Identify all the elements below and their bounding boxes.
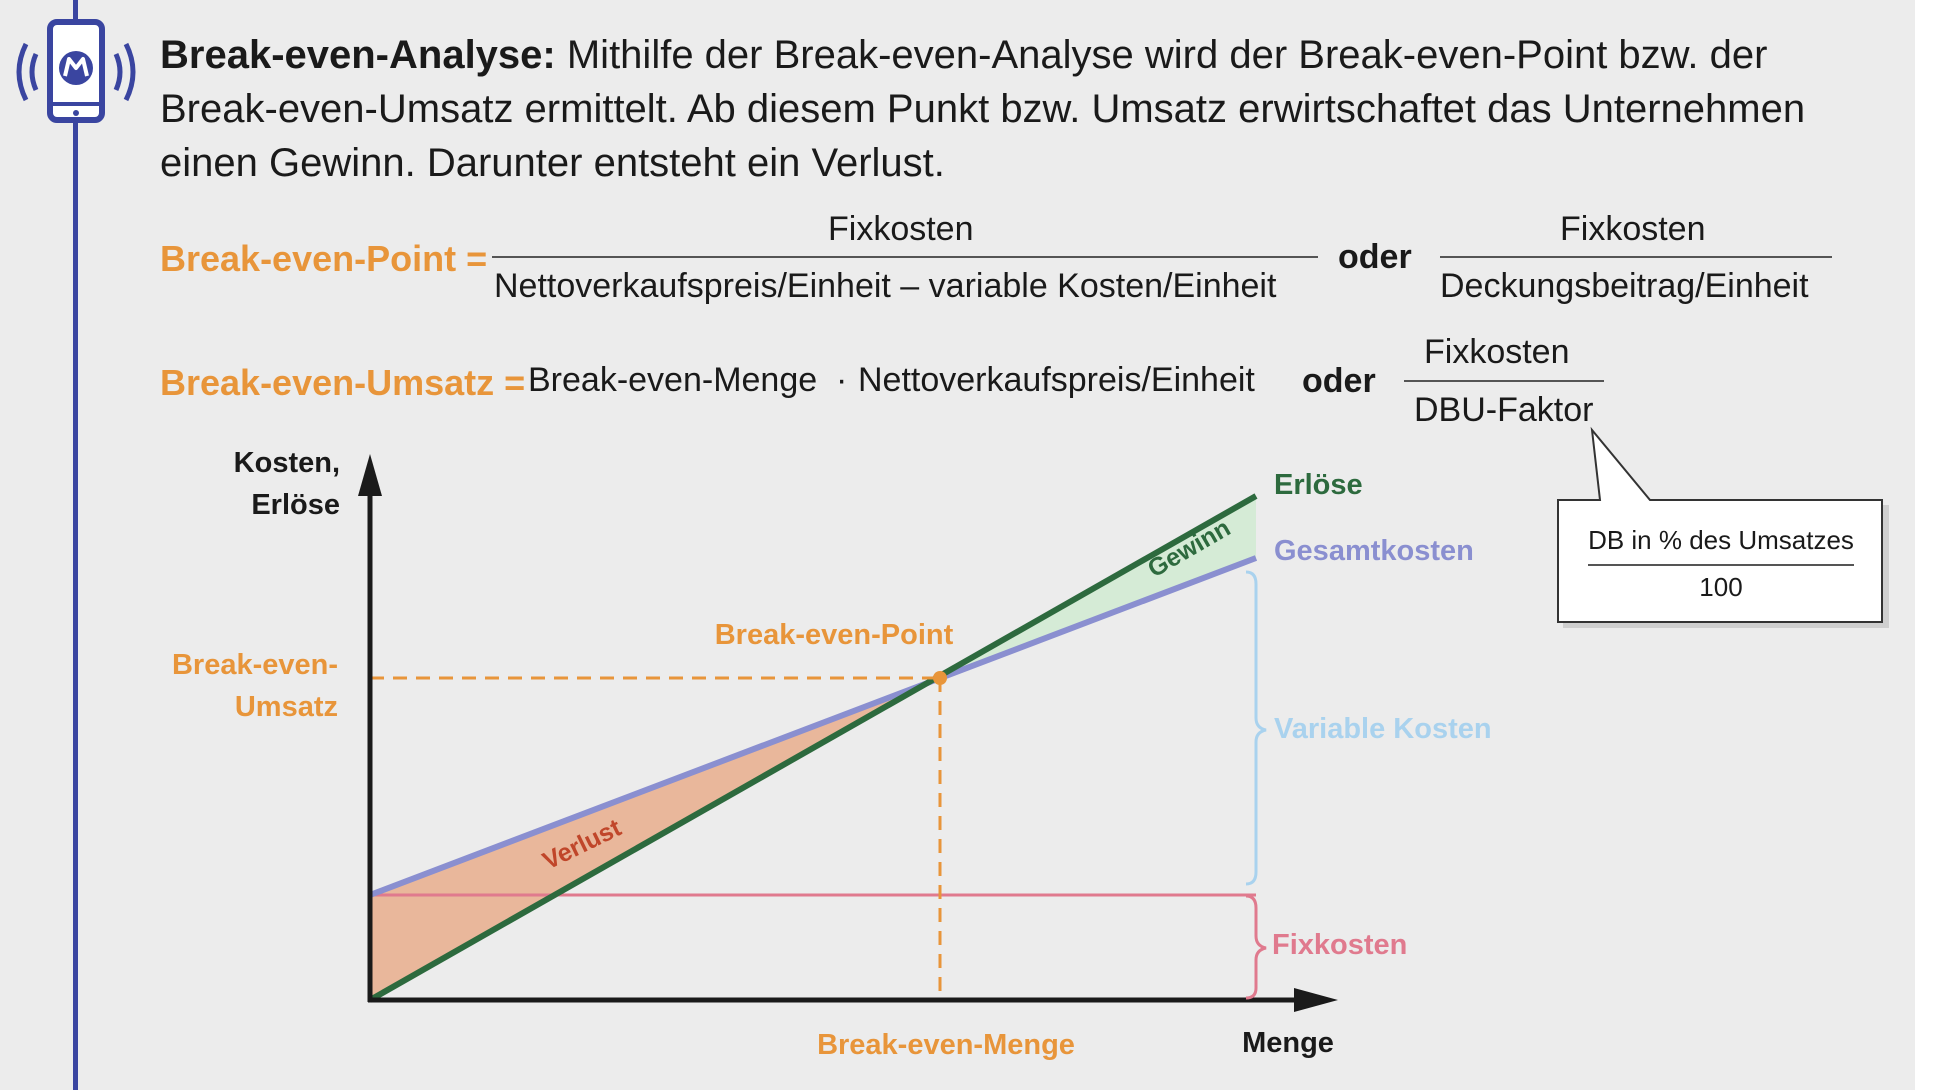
- variable-kosten-brace: [1245, 570, 1267, 886]
- x-axis-label: Menge: [1242, 1027, 1334, 1059]
- intro-text: Mithilfe der Break-even-Analyse wird der…: [160, 33, 1806, 185]
- erloese-label: Erlöse: [1274, 469, 1363, 501]
- accent-bar: [73, 0, 78, 1090]
- beu-formula-num: Fixkosten: [1424, 333, 1570, 371]
- beu-formula-dot: ·: [836, 361, 848, 399]
- gesamtkosten-label: Gesamtkosten: [1274, 535, 1474, 567]
- variable-kosten-label: Variable Kosten: [1274, 713, 1492, 745]
- broadcast-phone-icon: [6, 16, 146, 128]
- bep-formula-oder: oder: [1338, 238, 1412, 276]
- bep-formula-num2: Fixkosten: [1560, 210, 1706, 248]
- bep-formula-den1: Nettoverkaufspreis/Einheit – variable Ko…: [494, 267, 1277, 305]
- callout-box: [1557, 426, 1883, 623]
- beu-formula-term1: Break-even-Menge: [528, 361, 818, 399]
- gesamtkosten-line: [368, 555, 1258, 898]
- beu-formula-oder: oder: [1302, 362, 1376, 400]
- beu-label-2: Umsatz: [235, 691, 338, 723]
- bem-label: Break-even-Menge: [817, 1029, 1075, 1061]
- bep-formula-fraction-line-2: [1440, 256, 1832, 258]
- bep-marker: [933, 671, 947, 685]
- y-axis-arrow: [358, 454, 382, 496]
- intro-term: Break-even-Analyse:: [160, 33, 556, 77]
- beu-formula-fraction-line: [1404, 380, 1604, 382]
- bep-formula-label: Break-even-Point =: [160, 238, 488, 279]
- erloese-line: [368, 493, 1258, 1003]
- beu-formula-term2: Nettoverkaufspreis/Einheit: [858, 361, 1255, 399]
- fixkosten-brace: [1245, 894, 1267, 1000]
- fixkosten-label: Fixkosten: [1272, 929, 1407, 961]
- y-axis-label-2: Erlöse: [251, 489, 340, 521]
- bep-formula-den2: Deckungsbeitrag/Einheit: [1440, 267, 1809, 305]
- y-axis-label-1: Kosten,: [234, 447, 340, 479]
- bep-formula-num1: Fixkosten: [828, 210, 974, 248]
- callout-num: DB in % des Umsatzes: [1588, 525, 1854, 555]
- beu-formula-label: Break-even-Umsatz =: [160, 362, 526, 403]
- bep-label: Break-even-Point: [715, 619, 954, 651]
- beu-formula-den: DBU-Faktor: [1414, 391, 1594, 429]
- beu-label-1: Break-even-: [172, 649, 338, 681]
- x-axis-arrow: [1294, 988, 1338, 1012]
- intro-paragraph: Break-even-Analyse: Mithilfe der Break-e…: [160, 28, 1860, 190]
- callout-den: 100: [1699, 572, 1743, 602]
- bep-formula-fraction-line-1: [492, 256, 1318, 258]
